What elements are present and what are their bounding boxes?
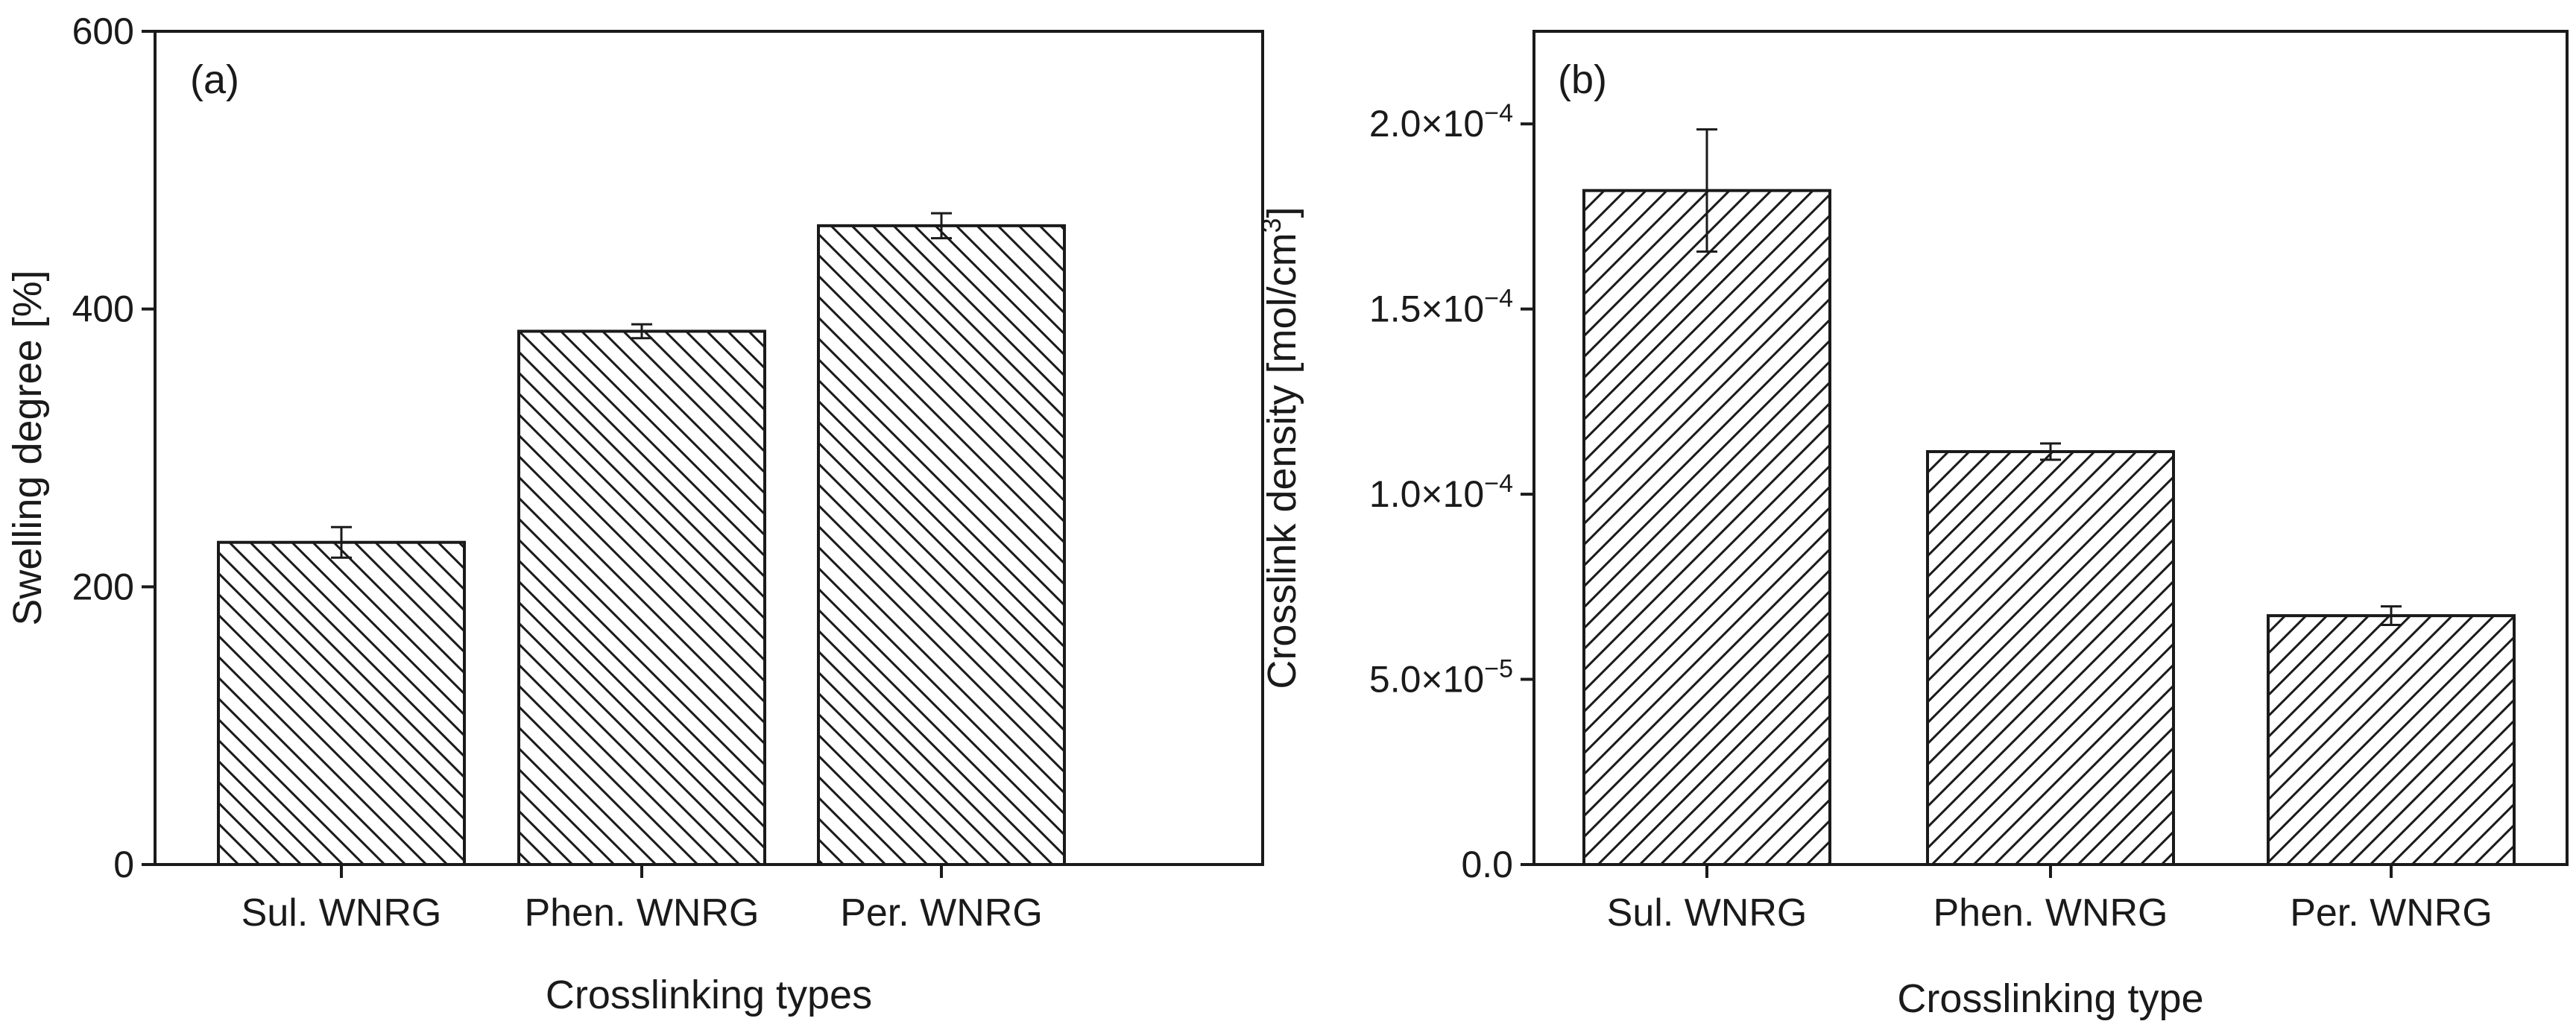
panel-b-y-axis-title-main: Crosslink density [mol/cm	[1260, 233, 1304, 689]
panel-a-x-axis-title: Crosslinking types	[546, 973, 872, 1017]
panel-a-x-labels: Sul. WNRG Phen. WNRG Per. WNRG	[242, 865, 1043, 935]
panel-a-bars	[217, 212, 1066, 867]
panel-a: (a) 0 200 400 600 Sul. WNRG Phen. WNRG Per. W…	[5, 10, 1264, 1017]
b-y-tick-mantissa: 5.0×10	[1369, 659, 1484, 701]
panel-b-y-axis-title-sup: 3	[1256, 218, 1287, 233]
panel-a-y-ticks: 0 200 400 600	[72, 10, 155, 885]
a-x-tick-label: Phen. WNRG	[525, 891, 760, 935]
b-y-tick-mantissa: 2.0×10	[1369, 103, 1484, 145]
b-x-tick-label: Sul. WNRG	[1607, 891, 1808, 935]
b-y-tick-label: 1.5×10−4	[1369, 285, 1513, 330]
a-y-tick-label: 400	[72, 288, 134, 330]
panel-a-label: (a)	[190, 57, 239, 102]
a-bar	[217, 540, 466, 866]
b-bar	[2267, 614, 2516, 866]
panel-b-bars	[1582, 128, 2516, 866]
panel-b-y-ticks: 0.05.0×10−51.0×10−41.5×10−42.0×10−4	[1369, 99, 1534, 885]
b-x-tick-label: Per. WNRG	[2290, 891, 2493, 935]
a-x-tick-label: Sul. WNRG	[242, 891, 442, 935]
a-x-tick-label: Per. WNRG	[840, 891, 1043, 935]
a-y-tick-label: 0	[113, 844, 134, 885]
a-y-tick-label: 200	[72, 566, 134, 607]
b-y-tick-label: 1.0×10−4	[1369, 470, 1513, 515]
panel-b: (b) 0.05.0×10−51.0×10−41.5×10−42.0×10−4 …	[1256, 30, 2569, 1021]
panel-b-y-axis-title: Crosslink density [mol/cm3]	[1256, 206, 1304, 689]
b-y-tick-mantissa: 1.5×10	[1369, 288, 1484, 330]
panel-b-x-labels: Sul. WNRG Phen. WNRG Per. WNRG	[1607, 865, 2493, 935]
b-bar	[1926, 449, 2175, 866]
panel-b-label: (b)	[1558, 57, 1607, 102]
a-y-tick-label: 600	[72, 10, 134, 52]
panel-a-y-axis-title: Swelling degree [%]	[5, 270, 50, 625]
b-x-tick-label: Phen. WNRG	[1933, 891, 2168, 935]
panel-b-x-axis-title: Crosslinking type	[1897, 976, 2203, 1021]
b-y-tick-label: 5.0×10−5	[1369, 655, 1513, 701]
b-y-tick-mantissa: 1.0×10	[1369, 473, 1484, 515]
b-y-tick-exponent: −5	[1484, 655, 1513, 683]
b-y-tick-exponent: −4	[1484, 285, 1513, 313]
b-y-tick-exponent: −4	[1484, 99, 1513, 127]
b-y-tick-exponent: −4	[1484, 470, 1513, 498]
b-bar	[1582, 189, 1831, 866]
panel-b-y-axis-title-end: ]	[1260, 206, 1304, 218]
a-bar	[517, 329, 766, 867]
a-bar	[817, 224, 1066, 867]
b-y-tick-label: 2.0×10−4	[1369, 99, 1513, 145]
b-y-tick-mantissa: 0.0	[1461, 844, 1513, 885]
b-y-tick-label: 0.0	[1461, 844, 1513, 885]
